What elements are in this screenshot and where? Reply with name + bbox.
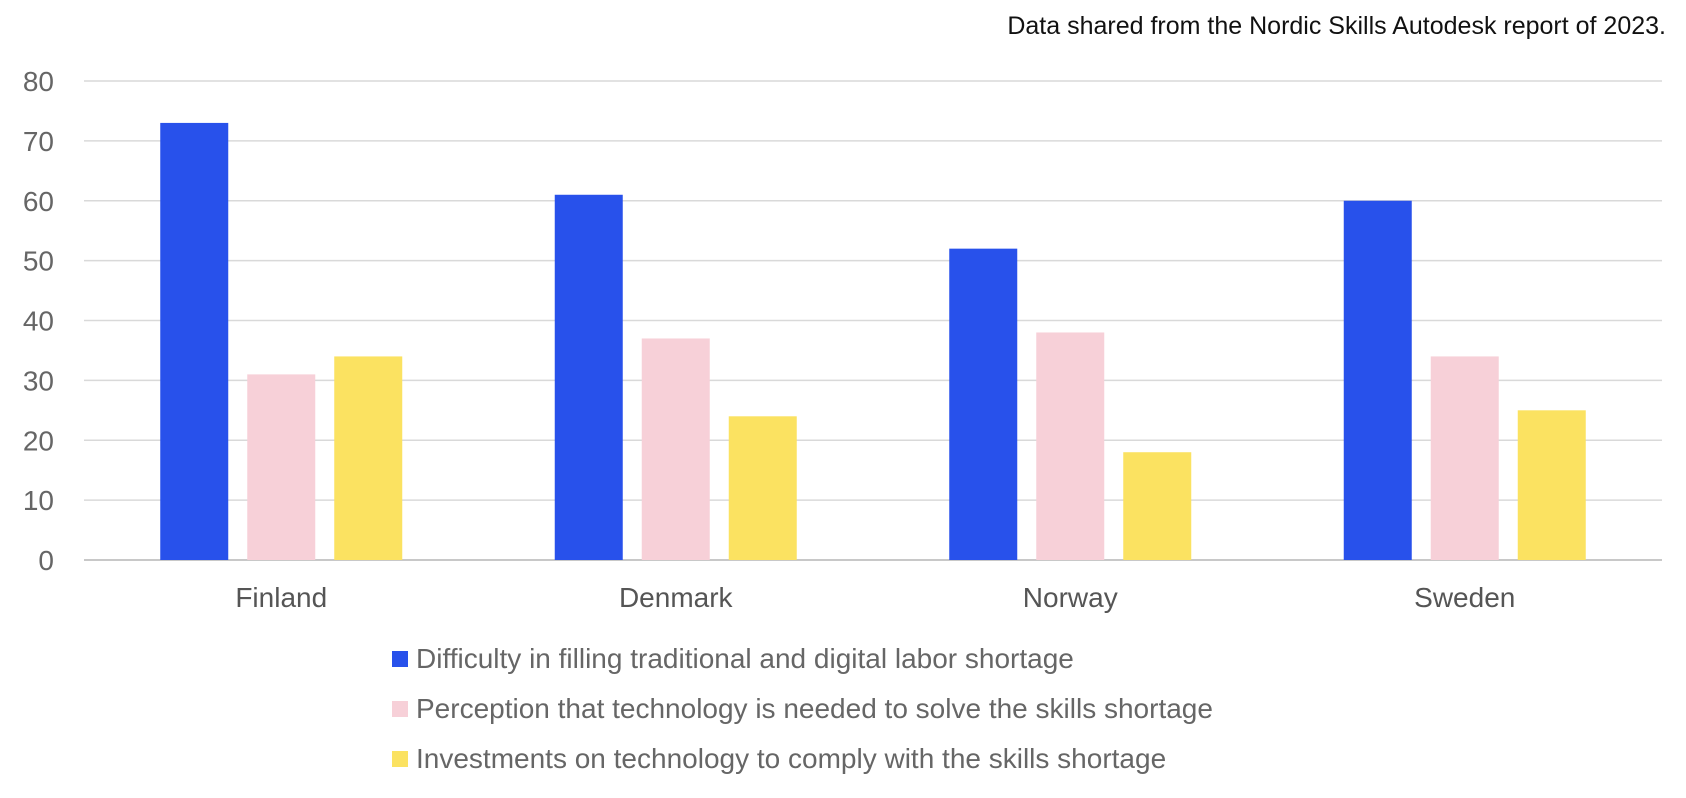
bar xyxy=(334,356,403,560)
legend: Difficulty in filling traditional and di… xyxy=(392,634,1213,784)
y-tick-label: 20 xyxy=(23,425,54,456)
legend-item: Perception that technology is needed to … xyxy=(392,684,1213,734)
bar xyxy=(1036,332,1105,560)
y-tick-label: 80 xyxy=(23,66,54,97)
x-category-label: Denmark xyxy=(619,582,734,613)
x-axis-categories: Finland Denmark Norway Sweden xyxy=(235,582,1515,613)
y-tick-label: 0 xyxy=(38,545,54,576)
legend-label: Difficulty in filling traditional and di… xyxy=(416,643,1074,674)
source-note: Data shared from the Nordic Skills Autod… xyxy=(1007,12,1666,40)
bar xyxy=(160,122,229,560)
x-category-label: Norway xyxy=(1023,582,1118,613)
y-tick-label: 70 xyxy=(23,126,54,157)
legend-label: Perception that technology is needed to … xyxy=(416,693,1213,724)
bar xyxy=(1430,356,1499,560)
legend-swatch xyxy=(392,751,408,767)
bar xyxy=(1123,452,1192,560)
gridlines xyxy=(84,80,1662,561)
legend-item: Difficulty in filling traditional and di… xyxy=(392,634,1213,684)
legend-swatch xyxy=(392,701,408,717)
x-category-label: Finland xyxy=(235,582,327,613)
y-tick-label: 10 xyxy=(23,485,54,516)
y-tick-label: 30 xyxy=(23,365,54,396)
y-axis-ticks: 0 10 20 30 40 50 60 70 80 xyxy=(23,66,54,576)
y-tick-label: 50 xyxy=(23,246,54,277)
bar xyxy=(554,194,623,560)
bar xyxy=(1517,410,1586,560)
legend-swatch xyxy=(392,651,408,667)
bars xyxy=(160,122,1586,560)
legend-label: Investments on technology to comply with… xyxy=(416,743,1167,774)
bar xyxy=(1343,200,1412,560)
y-tick-label: 60 xyxy=(23,186,54,217)
legend-item: Investments on technology to comply with… xyxy=(392,734,1213,784)
x-category-label: Sweden xyxy=(1414,582,1515,613)
y-tick-label: 40 xyxy=(23,306,54,337)
bar xyxy=(247,374,316,560)
bar xyxy=(641,338,710,560)
bar xyxy=(728,416,797,560)
bar xyxy=(949,248,1018,560)
